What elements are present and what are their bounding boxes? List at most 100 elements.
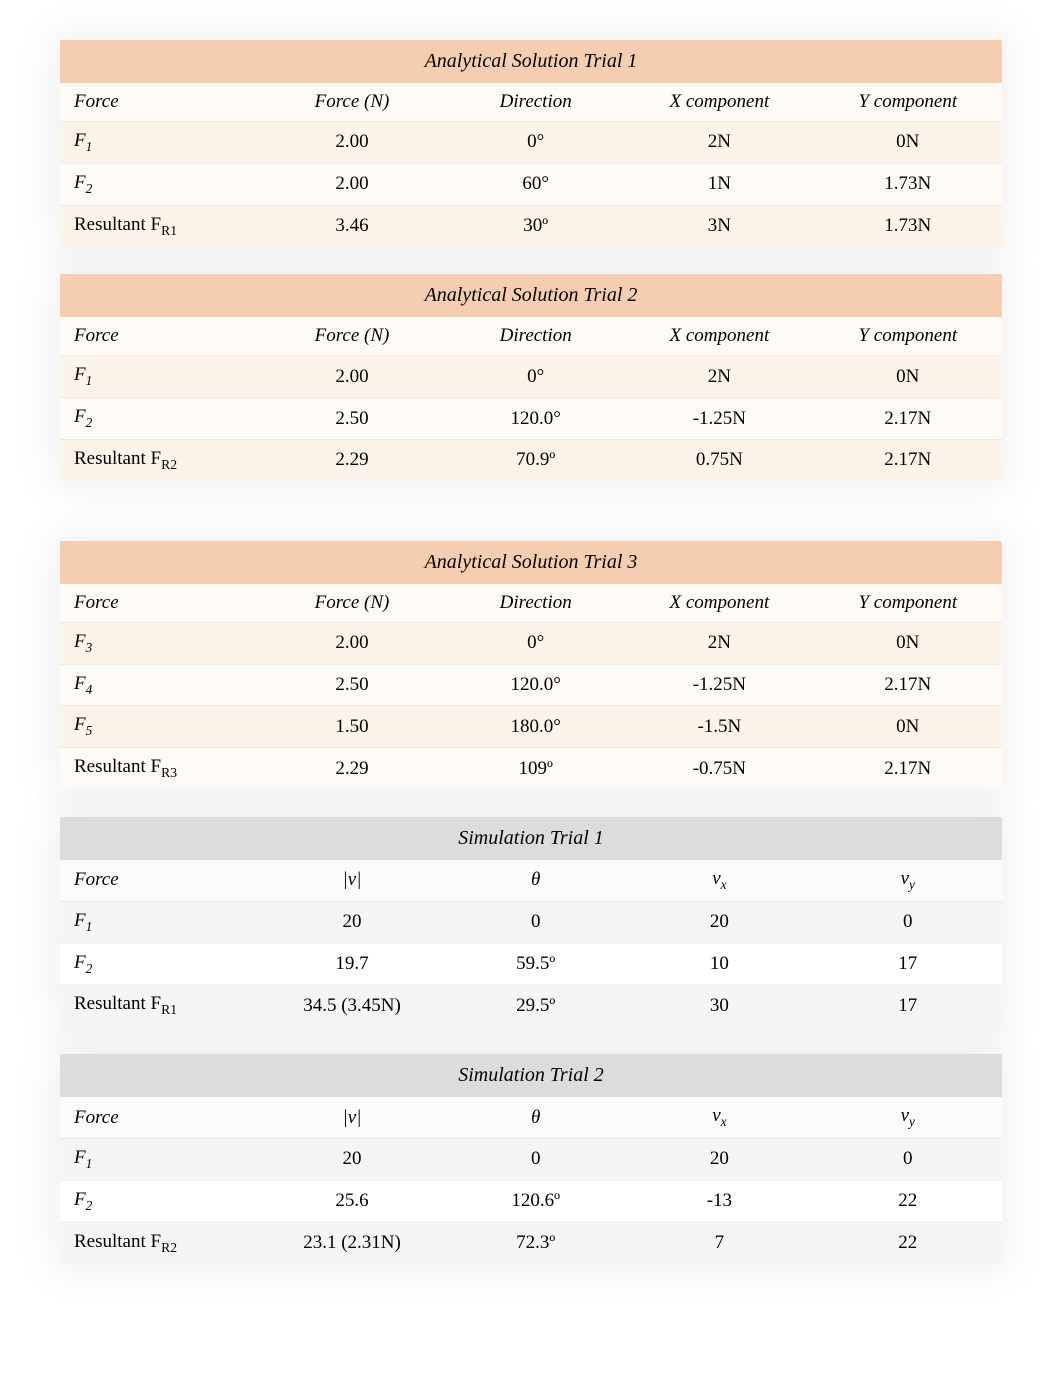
force-label-cell: F4 (60, 664, 258, 706)
force-label-cell: Resultant FR3 (60, 748, 258, 789)
data-cell: 120.0° (446, 398, 625, 440)
table-title: Simulation Trial 2 (60, 1054, 1002, 1097)
data-cell: 2.29 (258, 439, 446, 480)
column-header: Direction (446, 584, 625, 623)
force-label-cell: F1 (60, 1138, 258, 1180)
force-label-cell: F3 (60, 622, 258, 664)
table-title: Analytical Solution Trial 2 (60, 274, 1002, 317)
column-header: Force (N) (258, 83, 446, 122)
table-row: F12.000°2N0N (60, 122, 1002, 164)
data-table: Analytical Solution Trial 2ForceForce (N… (60, 274, 1002, 480)
column-header: Force (N) (258, 584, 446, 623)
data-table: Analytical Solution Trial 3ForceForce (N… (60, 541, 1002, 789)
force-label-cell: F1 (60, 122, 258, 164)
data-cell: 2N (625, 356, 813, 398)
force-label-cell: F5 (60, 706, 258, 748)
data-cell: 17 (814, 943, 1002, 985)
data-cell: 1N (625, 163, 813, 205)
data-cell: 10 (625, 943, 813, 985)
data-table: Analytical Solution Trial 1ForceForce (N… (60, 40, 1002, 246)
data-cell: 1.50 (258, 706, 446, 748)
data-cell: 1.73N (814, 205, 1002, 246)
data-cell: 2.00 (258, 122, 446, 164)
table-row: F225.6120.6º-1322 (60, 1180, 1002, 1222)
data-cell: 0 (446, 1138, 625, 1180)
column-header: θ (446, 860, 625, 901)
column-header: X component (625, 83, 813, 122)
table-row: Resultant FR134.5 (3.45N)29.5º3017 (60, 985, 1002, 1026)
column-header: Force (60, 860, 258, 901)
data-cell: 2.17N (814, 748, 1002, 789)
table-row: F22.50120.0°-1.25N2.17N (60, 398, 1002, 440)
data-cell: 2N (625, 122, 813, 164)
column-header: Y component (814, 584, 1002, 623)
data-cell: 70.9º (446, 439, 625, 480)
table-title: Simulation Trial 1 (60, 817, 1002, 860)
table-row: F219.759.5º1017 (60, 943, 1002, 985)
data-cell: 0° (446, 356, 625, 398)
data-cell: 1.73N (814, 163, 1002, 205)
column-header: Force (60, 317, 258, 356)
column-header: Force (N) (258, 317, 446, 356)
data-cell: 180.0° (446, 706, 625, 748)
data-cell: 7 (625, 1222, 813, 1263)
data-cell: 60° (446, 163, 625, 205)
table-row: F1200200 (60, 901, 1002, 943)
column-header: X component (625, 584, 813, 623)
data-cell: 120.6º (446, 1180, 625, 1222)
data-cell: 17 (814, 985, 1002, 1026)
force-label-cell: F2 (60, 163, 258, 205)
data-table: Simulation Trial 2Force|v|θvxvyF1200200F… (60, 1054, 1002, 1263)
column-header: vy (814, 1097, 1002, 1138)
data-cell: -13 (625, 1180, 813, 1222)
force-label-cell: F2 (60, 943, 258, 985)
column-header: vx (625, 860, 813, 901)
data-cell: 34.5 (3.45N) (258, 985, 446, 1026)
data-cell: 2.29 (258, 748, 446, 789)
table-row: Resultant FR22.2970.9º0.75N2.17N (60, 439, 1002, 480)
data-cell: 30º (446, 205, 625, 246)
force-label-cell: F1 (60, 901, 258, 943)
data-cell: 2.00 (258, 163, 446, 205)
table-row: F1200200 (60, 1138, 1002, 1180)
data-cell: -1.25N (625, 398, 813, 440)
data-cell: 0 (814, 1138, 1002, 1180)
data-cell: -1.5N (625, 706, 813, 748)
column-header: Y component (814, 317, 1002, 356)
data-cell: -1.25N (625, 664, 813, 706)
data-cell: 109º (446, 748, 625, 789)
data-cell: 0° (446, 622, 625, 664)
data-cell: 29.5º (446, 985, 625, 1026)
column-header: vy (814, 860, 1002, 901)
data-cell: 2.00 (258, 356, 446, 398)
table-row: F42.50120.0°-1.25N2.17N (60, 664, 1002, 706)
data-cell: 2.50 (258, 398, 446, 440)
table-row: Resultant FR13.4630º3N1.73N (60, 205, 1002, 246)
data-cell: 2.00 (258, 622, 446, 664)
column-header: |v| (258, 1097, 446, 1138)
data-cell: 0 (446, 901, 625, 943)
data-cell: 2.50 (258, 664, 446, 706)
data-cell: 0° (446, 122, 625, 164)
data-cell: 2.17N (814, 398, 1002, 440)
data-cell: -0.75N (625, 748, 813, 789)
column-header: Direction (446, 83, 625, 122)
table-row: F32.000°2N0N (60, 622, 1002, 664)
force-label-cell: Resultant FR2 (60, 1222, 258, 1263)
data-cell: 0N (814, 622, 1002, 664)
data-cell: 0N (814, 706, 1002, 748)
force-label-cell: Resultant FR1 (60, 985, 258, 1026)
force-label-cell: Resultant FR1 (60, 205, 258, 246)
column-header: Direction (446, 317, 625, 356)
table-title: Analytical Solution Trial 1 (60, 40, 1002, 83)
table-row: F22.0060°1N1.73N (60, 163, 1002, 205)
column-header: |v| (258, 860, 446, 901)
data-cell: 0 (814, 901, 1002, 943)
data-cell: 20 (258, 1138, 446, 1180)
table-title: Analytical Solution Trial 3 (60, 541, 1002, 584)
data-cell: 0N (814, 122, 1002, 164)
data-cell: 22 (814, 1222, 1002, 1263)
table-row: Resultant FR223.1 (2.31N)72.3º722 (60, 1222, 1002, 1263)
data-cell: 72.3º (446, 1222, 625, 1263)
data-cell: 2.17N (814, 664, 1002, 706)
